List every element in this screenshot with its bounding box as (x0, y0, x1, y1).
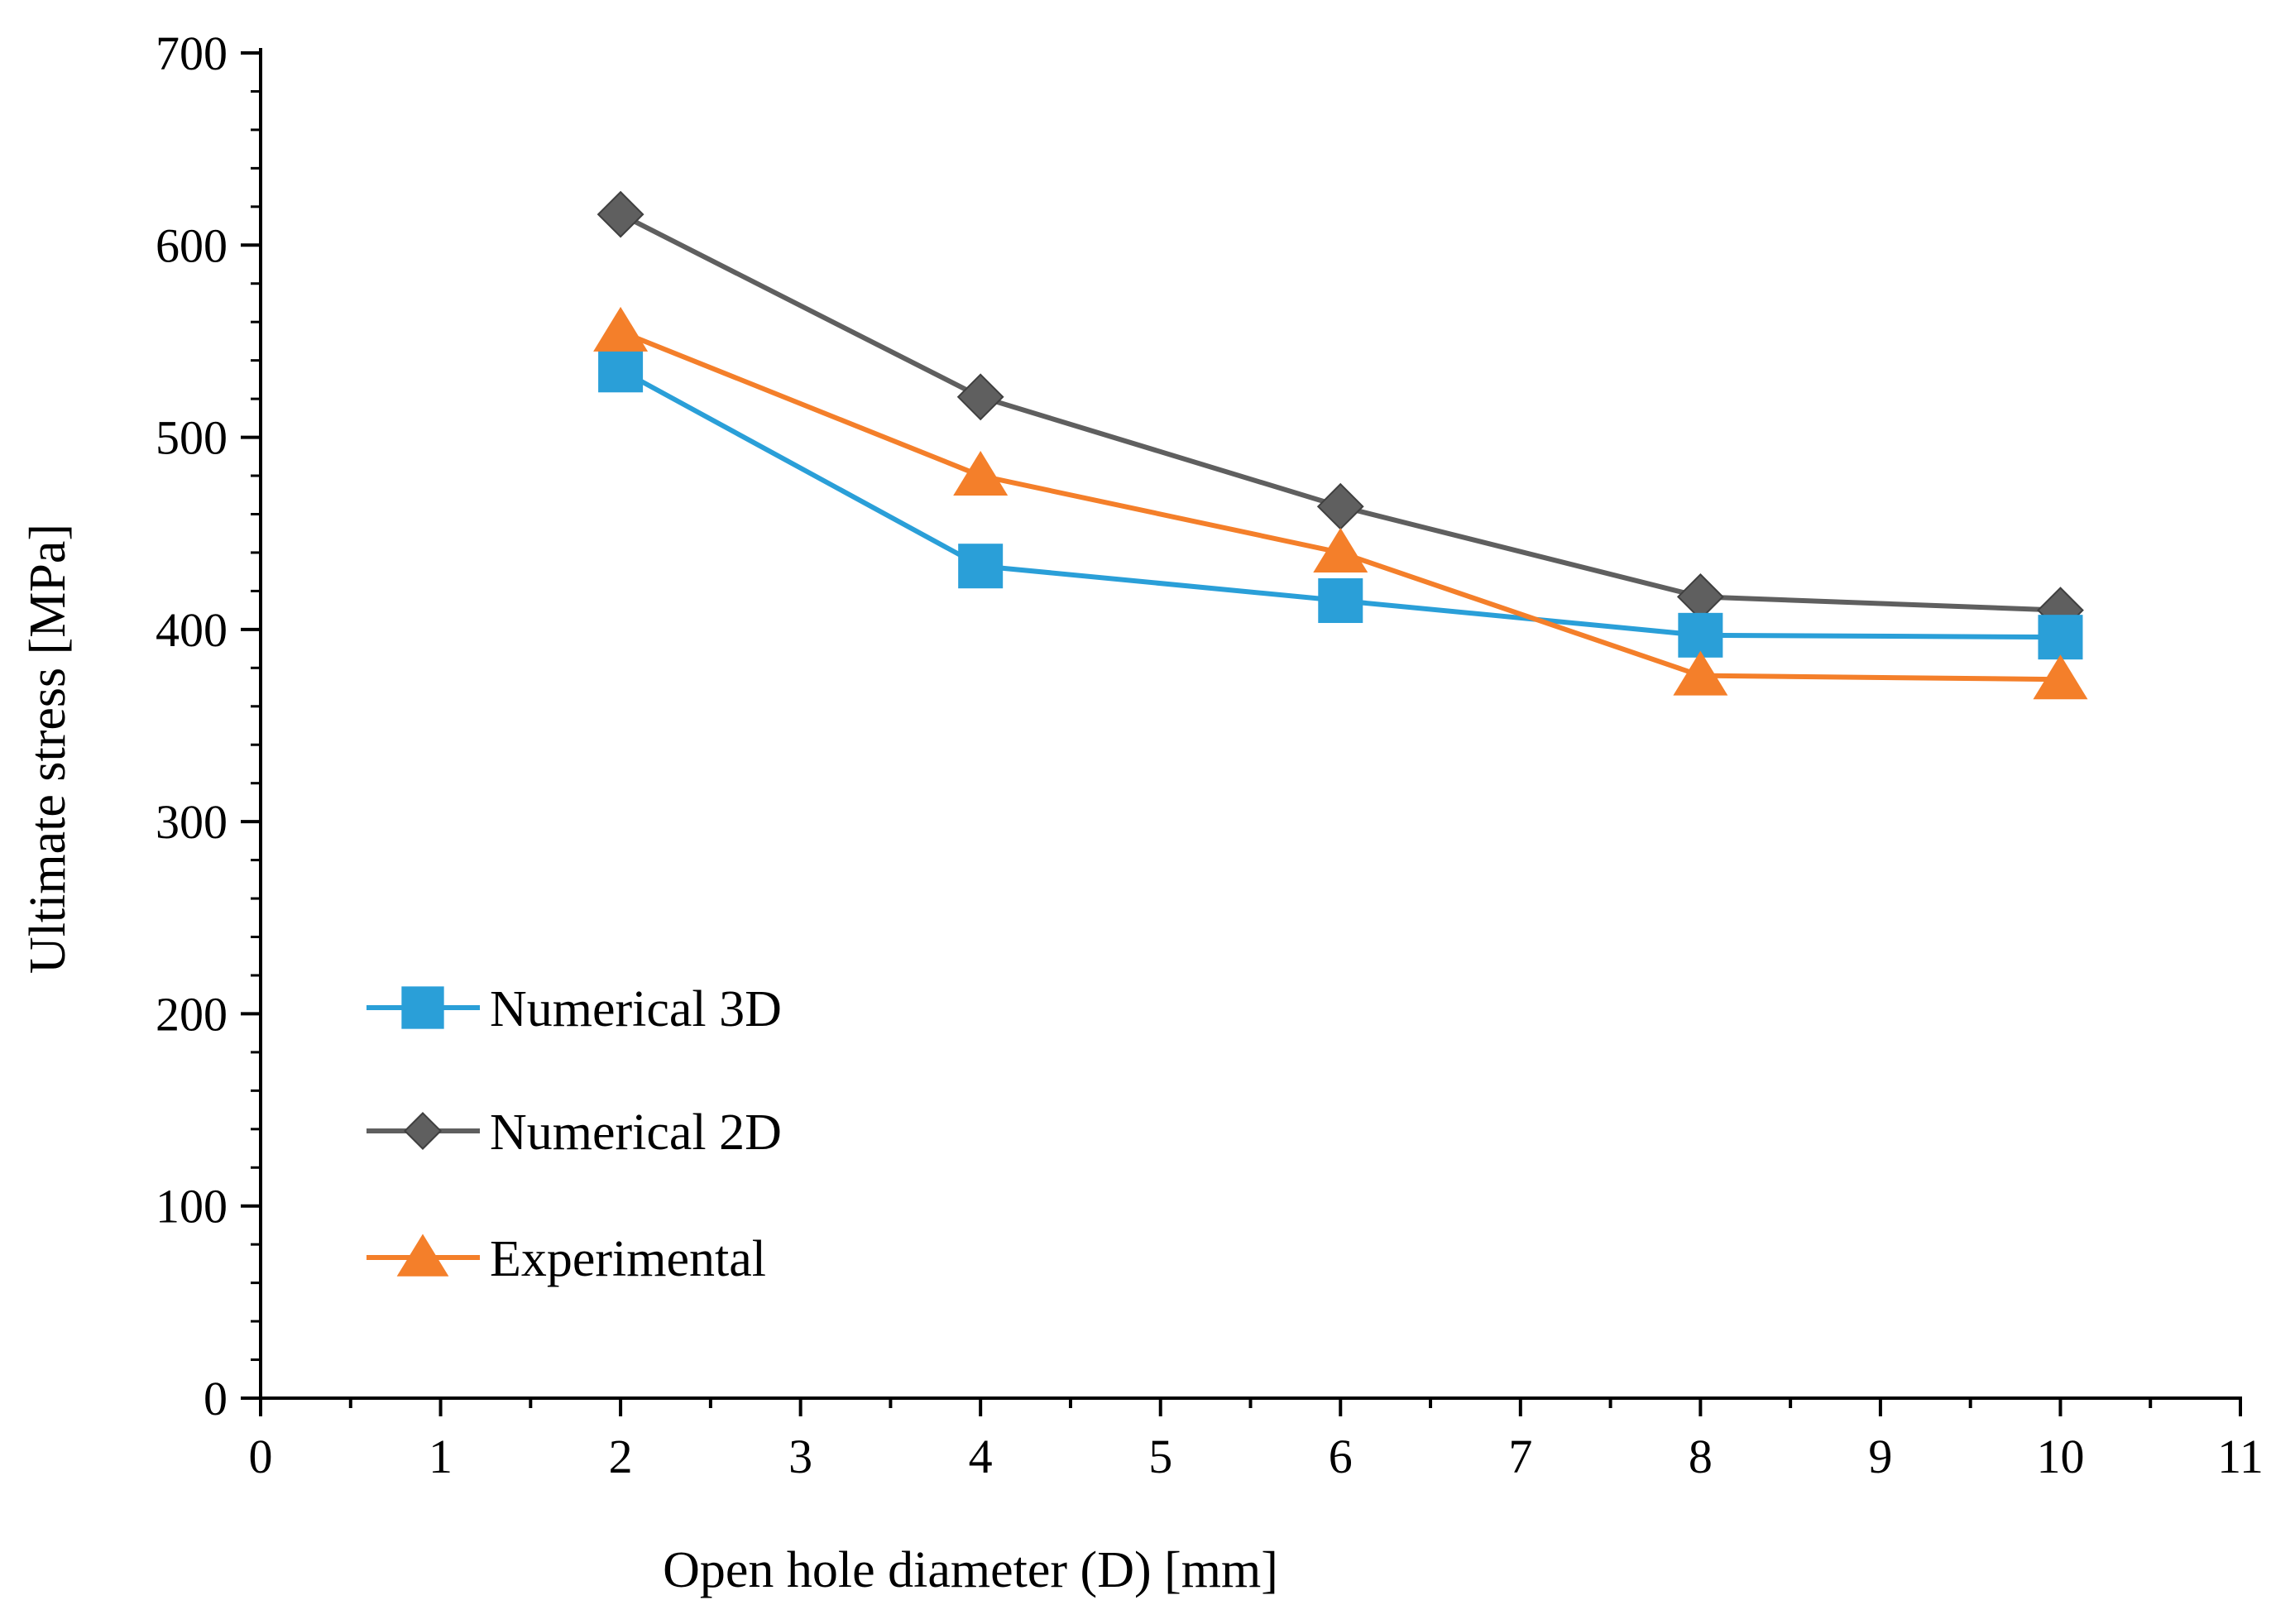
legend: Numerical 3D Numerical 2D Experimental (367, 981, 782, 1287)
x-tick-label: 4 (969, 1430, 993, 1483)
data-point (1676, 572, 1724, 620)
y-tick-label: 600 (156, 218, 228, 272)
x-tick-label: 5 (1148, 1430, 1172, 1483)
data-point (593, 306, 649, 352)
data-point (2038, 615, 2083, 660)
x-tick-label: 10 (2036, 1430, 2084, 1483)
axes (259, 48, 2242, 1400)
legend-marker (401, 986, 444, 1029)
x-axis-ticks: 0 1 2 3 4 5 6 7 8 9 10 11 (249, 1398, 2264, 1483)
x-tick-label: 6 (1329, 1430, 1353, 1483)
series-numerical-3d (598, 347, 2083, 660)
y-tick-label: 200 (156, 987, 228, 1041)
data-point (958, 544, 1004, 589)
y-axis-title: Ultimate stress [MPa] (20, 524, 76, 974)
legend-item-experimental: Experimental (367, 1231, 766, 1287)
y-tick-label: 400 (156, 603, 228, 657)
data-point (956, 373, 1004, 421)
y-tick-label: 300 (156, 795, 228, 849)
x-tick-label: 3 (788, 1430, 812, 1483)
legend-marker (403, 1111, 443, 1151)
y-tick-label: 100 (156, 1180, 228, 1234)
x-tick-label: 8 (1689, 1430, 1713, 1483)
data-point (597, 190, 644, 238)
data-point (1673, 650, 1728, 696)
legend-label: Experimental (490, 1231, 766, 1287)
data-point (1313, 527, 1368, 572)
x-tick-label: 0 (249, 1430, 273, 1483)
data-point (1678, 612, 1723, 658)
x-tick-label: 2 (609, 1430, 633, 1483)
series-numerical-2d (597, 190, 2084, 635)
x-tick-label: 11 (2217, 1430, 2264, 1483)
y-tick-label: 0 (204, 1372, 228, 1425)
data-point (1316, 482, 1364, 530)
legend-item-numerical-3d: Numerical 3D (367, 981, 782, 1037)
data-point (2033, 654, 2088, 700)
y-axis-ticks: 0 100 200 300 400 500 600 700 (156, 26, 261, 1425)
legend-label: Numerical 3D (490, 981, 782, 1037)
x-tick-label: 1 (429, 1430, 453, 1483)
data-point (953, 451, 1009, 496)
legend-label: Numerical 2D (490, 1104, 782, 1161)
x-tick-label: 9 (1868, 1430, 1892, 1483)
legend-item-numerical-2d: Numerical 2D (367, 1104, 782, 1161)
y-tick-label: 500 (156, 411, 228, 465)
x-axis-title: Open hole diameter (D) [mm] (663, 1542, 1278, 1598)
x-tick-label: 7 (1508, 1430, 1532, 1483)
y-tick-label: 700 (156, 26, 228, 80)
data-point (598, 347, 644, 393)
series-experimental (593, 306, 2088, 700)
series-layer (593, 190, 2088, 700)
legend-marker (396, 1234, 449, 1277)
data-point (1318, 578, 1363, 624)
